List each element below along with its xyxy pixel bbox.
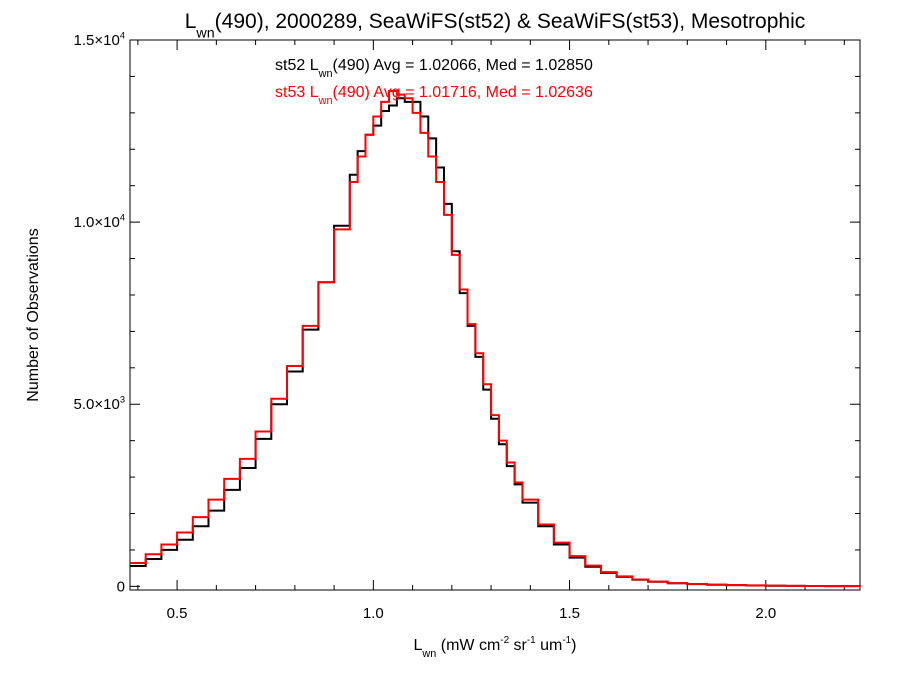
x-tick-label: 1.0 <box>363 605 384 622</box>
text-layer: 0.5 1.0 1.5 2.0 0 5.0×103 1.0×104 1.5×104 Lwn(49… <box>25 10 805 660</box>
y-tick-label: 0 <box>117 578 125 595</box>
y-tick-label: 5.0×103 <box>74 394 125 413</box>
plot-frame <box>129 39 861 591</box>
x-tick-label: 2.0 <box>755 605 776 622</box>
axes-layer <box>129 39 861 591</box>
chart-title: Lwn(490), 2000289, SeaWiFS(st52) & SeaWi… <box>185 10 806 41</box>
x-tick-label: 1.5 <box>559 605 580 622</box>
y-axis-label: Number of Observations <box>25 228 42 401</box>
x-axis-label: Lwn (mW cm-2 sr-1 um-1) <box>413 635 576 660</box>
legend-entry-st52: st52 Lwn(490) Avg = 1.02066, Med = 1.028… <box>275 57 593 80</box>
series-line-st53 <box>130 89 861 588</box>
x-tick-label: 0.5 <box>167 605 188 622</box>
legend-entry-st53: st53 Lwn(490) Avg = 1.01716, Med = 1.026… <box>275 84 593 107</box>
y-tick-label: 1.5×104 <box>74 30 125 49</box>
y-tick-label: 1.0×104 <box>74 212 125 231</box>
series-layer <box>130 89 861 588</box>
